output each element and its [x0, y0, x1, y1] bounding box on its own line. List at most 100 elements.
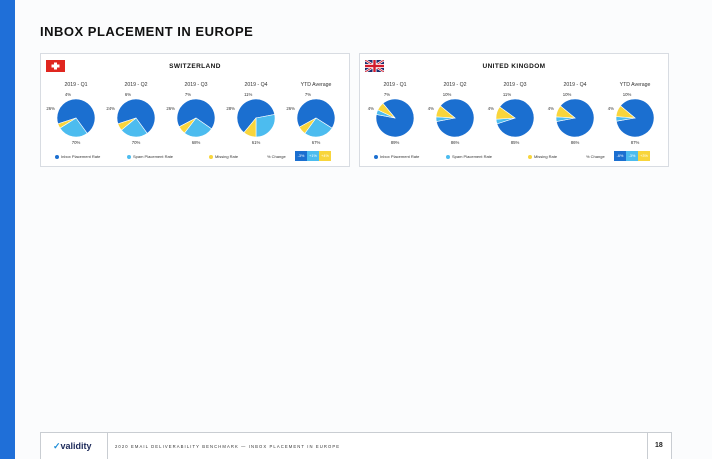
category-label: 2019 - Q4 — [244, 82, 267, 88]
legend-spam-label: Spam Placement Rate — [133, 154, 174, 159]
footer: ✓validity 2020 EMAIL DELIVERABILITY BENC… — [40, 432, 672, 459]
pie-slice-inbox — [296, 98, 336, 129]
data-label-spam: 4% — [488, 106, 494, 111]
page-number: 18 — [655, 442, 663, 449]
data-label-missing: 10% — [563, 92, 572, 97]
pct-change-inbox: -3% — [295, 151, 307, 161]
pct-change-label: % Change — [267, 154, 286, 159]
legend-missing: Missing Rate — [528, 154, 557, 159]
pie-slice-inbox — [236, 98, 276, 134]
footer-divider — [107, 433, 108, 459]
legend-inbox: Inbox Placement Rate — [374, 154, 419, 159]
country-title: SWITZERLAND — [169, 63, 221, 70]
legend: Inbox Placement Rate Spam Placement Rate… — [360, 151, 668, 163]
legend-missing-swatch — [209, 154, 213, 159]
chart-panel-switzerland: SWITZERLAND 2019 - Q1 70% 26% 4% 2019 - Q2 70… — [40, 53, 350, 167]
pct-change-chips: -3% +1% +4% — [295, 151, 331, 161]
accent-side-bar — [0, 0, 15, 459]
pie-slice-missing — [377, 102, 396, 119]
legend-inbox: Inbox Placement Rate — [55, 154, 100, 159]
validity-logo: ✓validity — [53, 441, 92, 452]
data-label-spam: 4% — [428, 106, 434, 111]
uk-flag-icon — [365, 60, 384, 72]
legend-inbox-swatch — [55, 154, 59, 159]
data-label-spam: 26% — [166, 106, 175, 111]
data-label-missing: 4% — [65, 92, 71, 97]
legend-spam-swatch — [127, 154, 131, 159]
legend-inbox-swatch — [374, 154, 378, 159]
legend-missing-label: Missing Rate — [534, 154, 558, 159]
pie-slice-spam — [59, 117, 88, 138]
country-title: UNITED KINGDOM — [482, 63, 546, 70]
pie-slice-missing — [555, 105, 576, 119]
pie-slice-inbox — [116, 98, 156, 134]
pie-chart-group: 2019 - Q1 70% 26% 4% 2019 - Q2 70% 24% 6% 2019 -… — [46, 82, 336, 145]
category-label: 2019 - Q2 — [124, 82, 147, 88]
chart-panel-united-kingdom: UNITED KINGDOM 2019 - Q1 89% 4% 7% 2019 - Q2… — [359, 53, 669, 167]
pct-change-spam: +1% — [307, 151, 319, 161]
pct-change-chips: -6% -3% +3% — [614, 151, 650, 161]
legend-missing: Missing Rate — [209, 154, 238, 159]
pct-change-spam: -3% — [626, 151, 638, 161]
data-label-missing: 10% — [623, 92, 632, 97]
category-label: 2019 - Q2 — [443, 82, 466, 88]
pct-change-label: % Change — [586, 154, 605, 159]
data-label-inbox: 70% — [132, 140, 141, 145]
pie-slice-missing — [495, 106, 516, 120]
category-label: YTD Average — [620, 82, 651, 88]
pie-slice-missing — [298, 117, 317, 134]
data-label-missing: 7% — [185, 92, 191, 97]
legend-inbox-label: Inbox Placement Rate — [380, 154, 420, 159]
pie-slice-spam — [184, 117, 213, 138]
page-title: INBOX PLACEMENT IN EUROPE — [40, 24, 254, 39]
legend-missing-label: Missing Rate — [215, 154, 239, 159]
data-label-inbox: 61% — [252, 140, 261, 145]
category-label: 2019 - Q1 — [383, 82, 406, 88]
data-label-inbox: 67% — [312, 140, 321, 145]
pie-slice-spam — [255, 114, 276, 138]
legend-spam-swatch — [446, 154, 450, 159]
data-label-missing: 10% — [443, 92, 452, 97]
category-label: 2019 - Q3 — [184, 82, 207, 88]
pie-slice-missing — [117, 117, 137, 131]
category-label: YTD Average — [301, 82, 332, 88]
data-label-spam: 26% — [286, 106, 295, 111]
data-label-spam: 28% — [226, 106, 235, 111]
data-label-missing: 6% — [125, 92, 131, 97]
pie-chart-group: 2019 - Q1 89% 4% 7% 2019 - Q2 86% 4% 10% 2019 - … — [368, 82, 655, 145]
pie-slice-inbox — [176, 98, 216, 130]
data-label-spam: 26% — [46, 106, 55, 111]
data-label-spam: 4% — [608, 106, 614, 111]
category-label: 2019 - Q4 — [563, 82, 586, 88]
category-label: 2019 - Q1 — [64, 82, 87, 88]
pct-change-inbox: -6% — [614, 151, 626, 161]
data-label-missing: 7% — [384, 92, 390, 97]
footer-text: 2020 EMAIL DELIVERABILITY BENCHMARK — IN… — [115, 444, 341, 449]
data-label-missing: 7% — [305, 92, 311, 97]
data-label-inbox: 89% — [391, 140, 400, 145]
data-label-inbox: 85% — [511, 140, 520, 145]
footer-divider — [647, 433, 648, 459]
pie-slice-missing — [243, 117, 257, 138]
data-label-spam: 24% — [106, 106, 115, 111]
logo-text: validity — [60, 441, 92, 451]
data-label-inbox: 86% — [571, 140, 580, 145]
pie-slice-missing — [615, 105, 636, 119]
data-label-inbox: 68% — [192, 140, 201, 145]
pct-change-missing: +4% — [319, 151, 331, 161]
data-label-inbox: 86% — [451, 140, 460, 145]
legend: Inbox Placement Rate Spam Placement Rate… — [41, 151, 349, 163]
legend-spam: Spam Placement Rate — [127, 154, 173, 159]
data-label-missing: 11% — [244, 92, 252, 97]
pie-slice-missing — [435, 105, 456, 119]
data-label-missing: 11% — [503, 92, 511, 97]
swiss-flag-icon — [46, 60, 65, 72]
data-label-spam: 4% — [368, 106, 374, 111]
legend-spam: Spam Placement Rate — [446, 154, 492, 159]
legend-missing-swatch — [528, 154, 532, 159]
pie-slice-inbox — [56, 98, 96, 134]
legend-inbox-label: Inbox Placement Rate — [61, 154, 101, 159]
legend-spam-label: Spam Placement Rate — [452, 154, 493, 159]
pie-slice-missing — [57, 117, 77, 129]
pie-slice-missing — [178, 117, 197, 134]
